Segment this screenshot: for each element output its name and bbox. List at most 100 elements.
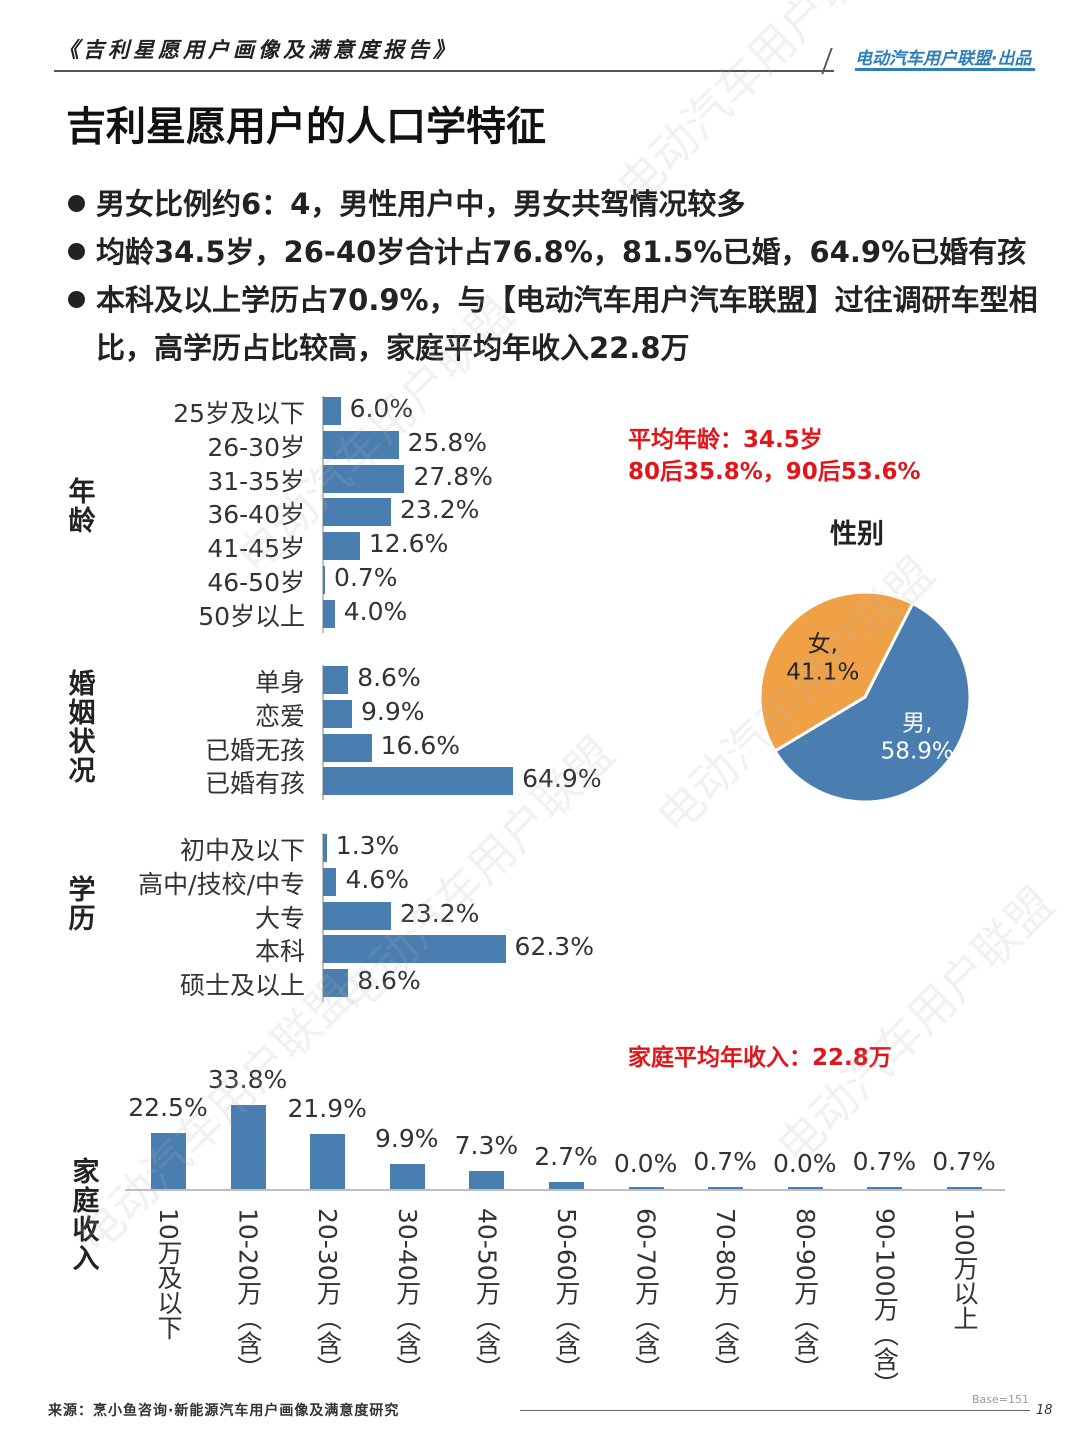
value-label: 0.0% <box>773 1149 837 1178</box>
value-label: 4.6% <box>345 864 409 894</box>
data-bar <box>323 867 337 896</box>
pie-slice <box>772 601 972 804</box>
data-bar <box>549 1182 584 1189</box>
bullet-item: 男女比例约6：4，男性用户中，男女共驾情况较多 <box>66 180 1046 228</box>
value-label: 6.0% <box>349 394 414 423</box>
bullet-item: 均龄34.5岁，26-40岁合计占76.8%，81.5%已婚，64.9%已婚有孩 <box>66 228 1046 276</box>
data-bar <box>469 1170 505 1189</box>
pie-label: 58.9% <box>881 738 954 764</box>
category-label: 高中/技校/中专 <box>138 869 305 899</box>
data-bar <box>323 666 349 694</box>
data-bar <box>323 733 372 762</box>
data-bar <box>323 599 335 628</box>
value-label: 9.9% <box>375 1124 439 1154</box>
pie-label: 男, <box>902 710 932 736</box>
value-label: 62.3% <box>514 932 594 962</box>
category-label: 30-40万（含） <box>392 1208 422 1381</box>
data-bar <box>323 699 352 728</box>
data-bar <box>323 532 360 561</box>
data-bar <box>323 901 391 930</box>
value-label: 25.8% <box>407 427 488 457</box>
value-label: 23.2% <box>399 898 480 928</box>
page-number: 18 <box>1036 1403 1053 1418</box>
data-bar <box>151 1132 186 1189</box>
data-bar <box>310 1134 346 1189</box>
avg-age-note: 平均年龄：34.5岁 <box>628 427 823 453</box>
bullet-list: 男女比例约6：4，男性用户中，男女共驾情况较多 均龄34.5岁，26-40岁合计… <box>66 180 1046 372</box>
category-label: 10-20万（含） <box>233 1208 263 1381</box>
value-label: 9.9% <box>361 696 425 726</box>
category-label: 40-50万（含） <box>472 1208 502 1381</box>
section-label: 婚姻状况 <box>68 669 96 787</box>
data-bar <box>323 397 341 425</box>
category-label: 36-40岁 <box>207 500 305 530</box>
data-bar <box>389 1164 425 1189</box>
category-label: 50岁以上 <box>198 601 305 631</box>
data-bar <box>323 834 327 862</box>
category-label: 10万及以下 <box>154 1208 183 1340</box>
pie-slice <box>758 590 915 754</box>
category-label: 41-45岁 <box>207 534 305 564</box>
value-label: 0.7% <box>693 1147 757 1177</box>
value-label: 27.8% <box>413 461 493 491</box>
value-label: 0.7% <box>334 563 398 592</box>
value-label: 2.7% <box>534 1142 598 1172</box>
value-label: 1.3% <box>335 831 400 860</box>
value-label: 64.9% <box>522 764 602 794</box>
category-label: 31-35岁 <box>207 466 305 496</box>
value-label: 0.7% <box>932 1147 996 1177</box>
value-label: 33.8% <box>207 1064 288 1094</box>
data-bar <box>230 1104 266 1189</box>
pie-title: 性别 <box>830 519 884 550</box>
value-label: 0.0% <box>613 1149 678 1178</box>
base-count: Base=151 <box>972 1393 1029 1406</box>
value-label: 22.5% <box>128 1092 208 1122</box>
gender-pie-chart: 男,58.9% 女,41.1% <box>758 590 972 804</box>
section-label: 家庭收入 <box>72 1157 100 1275</box>
data-bar <box>323 935 506 964</box>
category-label: 本科 <box>254 937 305 967</box>
income-note: 家庭平均年收入：22.8万 <box>628 1045 892 1071</box>
value-label: 8.6% <box>357 966 421 996</box>
data-bar <box>323 464 405 493</box>
footer-rule <box>520 1410 1030 1411</box>
category-label: 初中及以下 <box>179 836 305 865</box>
data-bar <box>323 767 514 796</box>
data-bar <box>323 498 391 527</box>
category-label: 90-100万（含） <box>870 1208 900 1397</box>
value-label: 23.2% <box>399 495 480 525</box>
value-label: 4.0% <box>343 596 408 626</box>
category-label: 20-30万（含） <box>313 1208 343 1381</box>
category-label: 单身 <box>254 668 305 697</box>
data-bar <box>708 1187 744 1189</box>
section-label: 年龄 <box>68 477 96 537</box>
value-label: 16.6% <box>380 730 461 760</box>
category-label: 46-50岁 <box>207 568 305 597</box>
category-label: 80-90万（含） <box>790 1208 820 1381</box>
value-label: 7.3% <box>454 1130 519 1160</box>
data-bar <box>947 1187 982 1189</box>
section-label: 学历 <box>68 875 96 935</box>
report-title: 《吉利星愿用户画像及满意度报告》 <box>58 38 458 62</box>
category-label: 100万以上 <box>950 1208 979 1331</box>
pie-label: 41.1% <box>786 660 859 686</box>
data-bar <box>628 1187 664 1189</box>
category-label: 已婚有孩 <box>204 769 305 799</box>
data-bar <box>323 566 326 594</box>
category-label: 恋爱 <box>254 701 305 731</box>
publisher-label: 电动汽车用户联盟·出品 <box>855 49 1032 69</box>
bullet-item: 本科及以上学历占70.9%，与【电动汽车用户汽车联盟】过往调研车型相比，高学历占… <box>66 276 1046 372</box>
data-bar <box>867 1187 903 1189</box>
data-bar <box>323 430 399 459</box>
header-rule <box>54 70 834 72</box>
pie-label: 女, <box>808 632 838 658</box>
income-axis <box>125 1189 1005 1191</box>
data-bar <box>323 969 349 998</box>
category-label: 25岁及以下 <box>173 399 305 428</box>
data-bar <box>787 1187 823 1189</box>
value-label: 21.9% <box>287 1094 367 1124</box>
category-label: 已婚无孩 <box>204 735 305 765</box>
generation-note: 80后35.8%，90后53.6% <box>628 459 921 485</box>
